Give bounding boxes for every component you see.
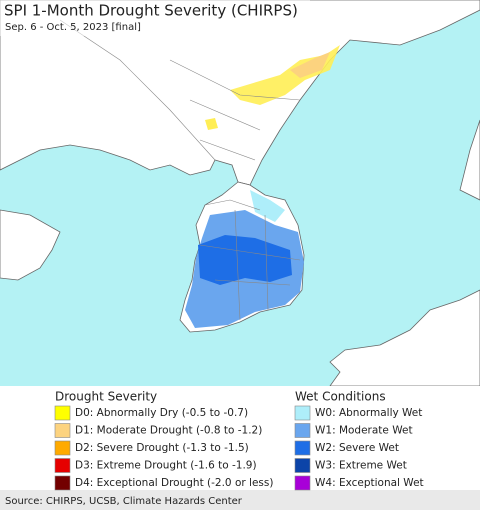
legend-swatch bbox=[294, 405, 311, 421]
legend-swatch bbox=[54, 405, 71, 421]
severe-wet-area bbox=[198, 235, 292, 285]
legend-heading: Wet Conditions bbox=[295, 390, 386, 404]
legend-heading: Drought Severity bbox=[55, 390, 157, 404]
legend-label: W0: Abnormally Wet bbox=[315, 407, 422, 419]
legend-swatch bbox=[54, 458, 71, 473]
legend-label: D0: Abnormally Dry (-0.5 to -0.7) bbox=[75, 407, 248, 419]
legend-swatch bbox=[54, 440, 71, 456]
legend-swatch bbox=[54, 423, 71, 438]
legend-label: D4: Exceptional Drought (-2.0 or less) bbox=[75, 477, 273, 489]
japan-north-land bbox=[459, 119, 480, 201]
subtitle: Sep. 6 - Oct. 5, 2023 [final] bbox=[5, 22, 141, 33]
legend-label: W4: Exceptional Wet bbox=[315, 477, 424, 489]
shandong-land bbox=[0, 209, 61, 281]
borders bbox=[59, 19, 301, 321]
legend-swatch bbox=[54, 475, 71, 491]
legend-swatch bbox=[294, 423, 311, 438]
legend-label: W2: Severe Wet bbox=[315, 442, 399, 454]
footer bbox=[0, 490, 480, 510]
map bbox=[0, 0, 480, 387]
legend-swatch bbox=[294, 458, 311, 473]
legend-panel bbox=[0, 386, 480, 490]
dry-spot bbox=[205, 118, 218, 130]
legend-label: D1: Moderate Drought (-0.8 to -1.2) bbox=[75, 425, 262, 437]
title: SPI 1-Month Drought Severity (CHIRPS) bbox=[4, 2, 298, 20]
legend-label: W1: Moderate Wet bbox=[315, 425, 413, 437]
source: Source: CHIRPS, UCSB, Climate Hazards Ce… bbox=[5, 496, 243, 507]
legend-swatch bbox=[294, 440, 311, 456]
legend-swatch bbox=[294, 475, 311, 491]
abnormally-wet-area bbox=[250, 190, 285, 222]
legend-label: D2: Severe Drought (-1.3 to -1.5) bbox=[75, 442, 249, 454]
moderate-drought-area bbox=[290, 52, 330, 78]
title-backdrop bbox=[0, 0, 310, 36]
legend-label: D3: Extreme Drought (-1.6 to -1.9) bbox=[75, 460, 257, 472]
legend-label: W3: Extreme Wet bbox=[315, 460, 407, 472]
